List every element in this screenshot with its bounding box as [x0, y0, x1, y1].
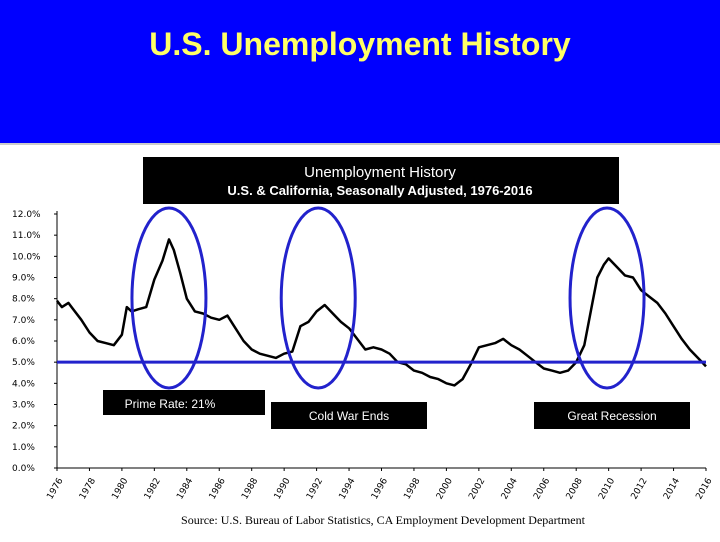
annotation-box-cold-war	[271, 402, 427, 429]
x-tick-label: 2014	[662, 476, 682, 501]
y-tick-label: 9.0%	[12, 274, 35, 284]
chart-subtitle: U.S. & California, Seasonally Adjusted, …	[227, 183, 532, 198]
annotation-prime-rate: Prime Rate: 21%	[125, 397, 216, 411]
x-tick-label: 2006	[532, 476, 552, 501]
x-tick-label: 2010	[597, 476, 617, 501]
x-ticks: 1976 1978 1980 1982 1984 1986 1988 1990 1992 1994…	[45, 468, 715, 502]
y-tick-label: 2.0%	[12, 422, 35, 432]
y-tick-label: 5.0%	[12, 358, 35, 368]
y-tick-label: 10.0%	[12, 252, 41, 262]
y-tick-label: 11.0%	[12, 231, 41, 241]
x-tick-label: 1996	[370, 476, 390, 501]
highlight-ellipse-1982	[130, 206, 208, 390]
x-tick-label: 1998	[402, 476, 422, 501]
x-tick-label: 1986	[208, 476, 228, 501]
y-tick-label: 3.0%	[12, 401, 35, 411]
annotation-cold-war: Cold War Ends	[309, 409, 389, 423]
chart-panel: Unemployment History U.S. & California, …	[0, 143, 720, 542]
annotation-box-great-recession	[534, 402, 690, 429]
highlight-ellipse-1992	[279, 206, 357, 390]
y-tick-label: 1.0%	[12, 443, 35, 453]
x-tick-label: 1994	[338, 476, 358, 501]
y-ticks: 0.0% 1.0% 2.0% 3.0% 4.0% 5.0% 6.0% 7.0% 8.0% 9.0%…	[12, 210, 57, 474]
x-tick-label: 1992	[305, 477, 325, 502]
y-tick-label: 12.0%	[12, 210, 41, 220]
x-tick-label: 1976	[45, 476, 65, 501]
annotation-great-recession: Great Recession	[567, 409, 656, 423]
x-tick-label: 2002	[467, 477, 487, 502]
x-tick-label: 2004	[500, 476, 520, 501]
annotation-box-prime-rate	[103, 390, 265, 415]
x-tick-label: 1978	[78, 476, 98, 501]
y-tick-label: 0.0%	[12, 464, 35, 474]
x-tick-label: 1980	[110, 476, 130, 501]
x-tick-label: 1982	[143, 477, 163, 502]
x-tick-label: 2016	[694, 476, 714, 501]
highlight-ellipse-2010	[568, 206, 646, 390]
x-tick-label: 1988	[240, 476, 260, 501]
slide-title: U.S. Unemployment History	[149, 26, 571, 62]
unemployment-chart: Unemployment History U.S. & California, …	[12, 157, 715, 527]
x-tick-label: 1984	[175, 476, 195, 501]
y-tick-label: 4.0%	[12, 379, 35, 389]
x-tick-label: 2012	[630, 477, 650, 502]
y-tick-label: 8.0%	[12, 295, 35, 305]
x-tick-label: 1990	[273, 476, 293, 501]
y-tick-label: 6.0%	[12, 337, 35, 347]
y-tick-label: 7.0%	[12, 316, 35, 326]
chart-title: Unemployment History	[304, 164, 456, 181]
chart-header-box	[143, 157, 619, 204]
chart-source: Source: U.S. Bureau of Labor Statistics,…	[181, 513, 586, 527]
x-tick-label: 2000	[435, 476, 455, 501]
series-line-unemployment	[56, 238, 707, 387]
x-tick-label: 2008	[565, 476, 585, 501]
